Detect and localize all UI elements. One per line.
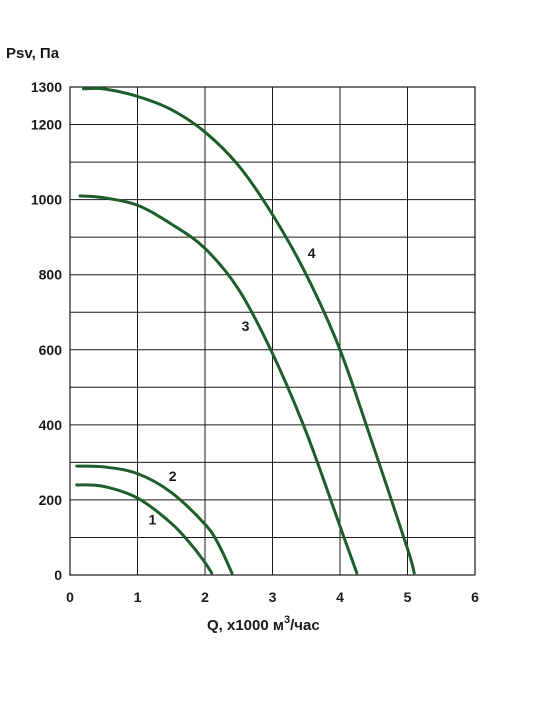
series-line-2 (75, 464, 234, 575)
x-tick-label: 0 (66, 589, 74, 605)
plot-frame (69, 86, 476, 576)
tick-labels: 0 200 400 600 800 1000 1200 1300 0 1 2 3 4 5 6 (31, 79, 479, 605)
y-tick-label: 1300 (31, 79, 62, 95)
y-tick-label: 200 (39, 492, 63, 508)
x-tick-label: 6 (471, 589, 479, 605)
y-axis-title: Psv, Па (6, 45, 60, 62)
x-axis-title: Q, x1000 м3/час (207, 614, 320, 634)
x-axis-title-main: Q, x1000 м (207, 617, 284, 634)
y-tick-label: 600 (39, 342, 63, 358)
series-label-1: 1 (148, 511, 156, 527)
series-label-4: 4 (308, 245, 316, 261)
series-line-3 (78, 194, 359, 575)
series-line-1 (75, 483, 214, 575)
series-layer (75, 86, 416, 575)
y-tick-label: 0 (54, 567, 62, 583)
series-line-4 (82, 86, 416, 575)
x-tick-label: 4 (336, 589, 344, 605)
curve-labels: 1 2 3 4 (148, 245, 315, 528)
y-tick-label: 1200 (31, 117, 62, 133)
x-axis-title-suffix: /час (290, 617, 320, 634)
y-tick-label: 400 (39, 417, 63, 433)
x-tick-label: 2 (201, 589, 209, 605)
y-tick-label: 1000 (31, 192, 62, 208)
x-axis-title-sup: 3 (284, 614, 290, 626)
x-tick-label: 1 (134, 589, 142, 605)
series-label-2: 2 (169, 468, 177, 484)
x-tick-label: 3 (269, 589, 277, 605)
x-tick-label: 5 (404, 589, 412, 605)
series-label-3: 3 (242, 318, 250, 334)
grid (69, 86, 476, 576)
y-tick-label: 800 (39, 267, 63, 283)
